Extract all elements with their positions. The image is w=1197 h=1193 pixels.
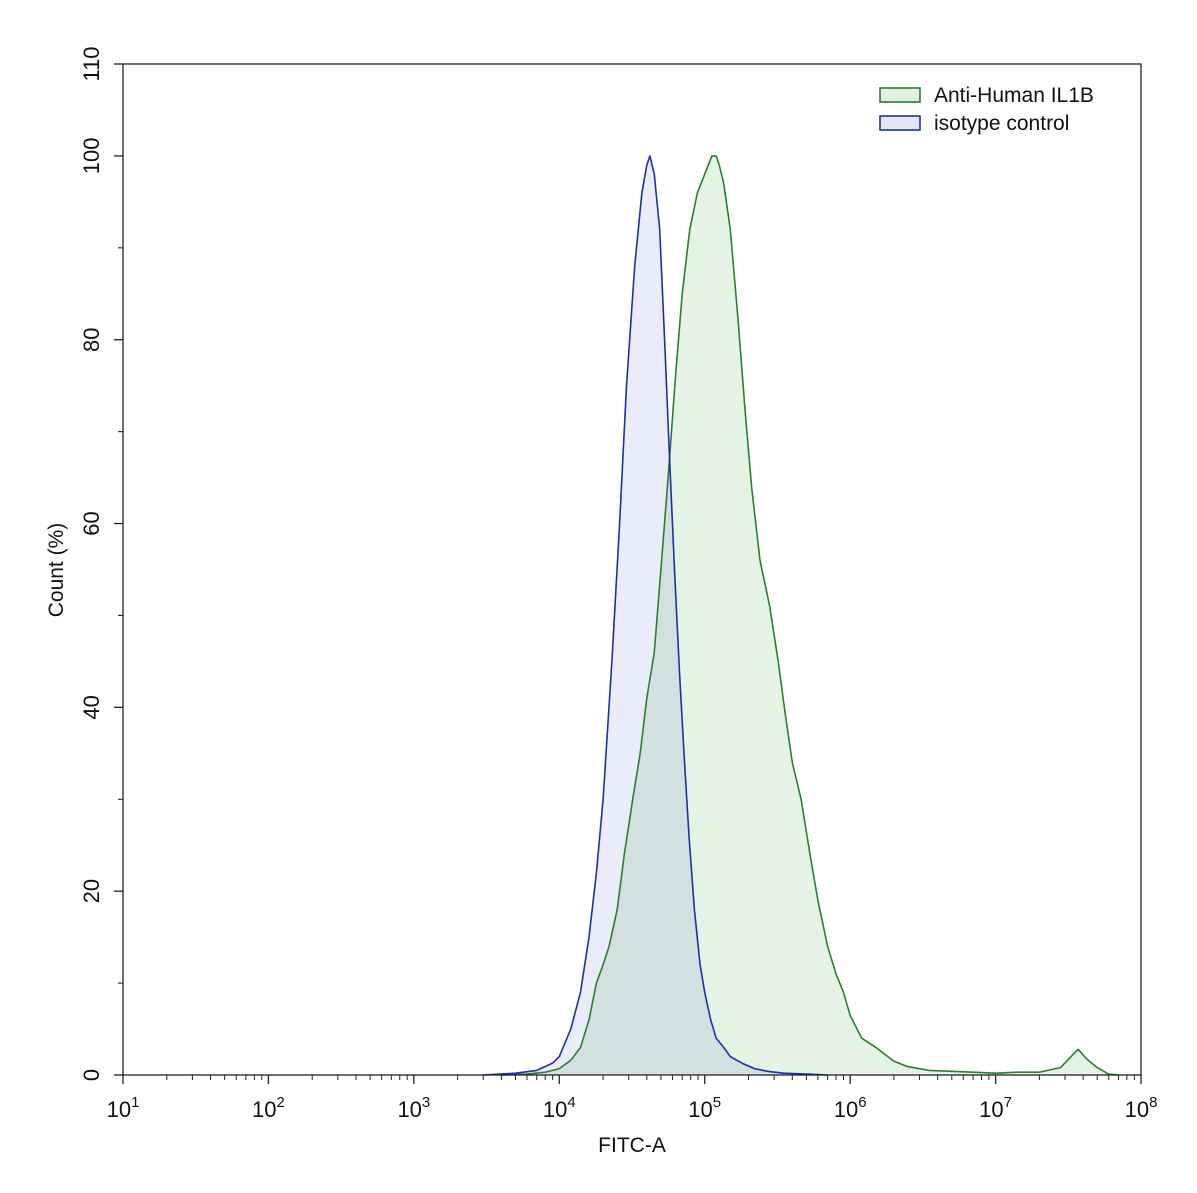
plot-frame — [122, 63, 1142, 1076]
y-tick-label: 100 — [79, 138, 104, 175]
x-tick-label: 107 — [979, 1094, 1012, 1122]
y-axis-title: Count (%) — [45, 523, 68, 618]
x-tick-label: 105 — [688, 1094, 721, 1122]
x-tick-exponent: 7 — [1004, 1094, 1012, 1111]
legend-swatch-0 — [879, 87, 921, 103]
x-tick-exponent: 4 — [567, 1094, 575, 1111]
x-tick-exponent: 5 — [713, 1094, 721, 1111]
x-tick-base: 10 — [543, 1097, 567, 1122]
series-line-1 — [483, 155, 828, 1076]
y-tick-label: 110 — [79, 46, 104, 81]
x-tick-base: 10 — [1125, 1097, 1149, 1122]
x-tick-exponent: 3 — [422, 1094, 430, 1111]
x-tick-label: 103 — [397, 1094, 430, 1122]
y-tick-label: 20 — [79, 879, 104, 903]
x-axis-title: FITC-A — [598, 1134, 666, 1157]
x-tick-base: 10 — [107, 1097, 131, 1122]
x-tick-label: 106 — [834, 1094, 867, 1122]
legend: Anti-Human IL1B isotype control — [879, 84, 1094, 135]
x-tick-label: 101 — [107, 1094, 140, 1122]
x-tick-exponent: 1 — [131, 1094, 139, 1111]
series-area-1 — [483, 155, 828, 1075]
x-tick-exponent: 2 — [276, 1094, 284, 1111]
x-tick-base: 10 — [252, 1097, 276, 1122]
x-tick-exponent: 8 — [1149, 1094, 1157, 1111]
x-tick-base: 10 — [979, 1097, 1003, 1122]
x-tick-label: 108 — [1125, 1094, 1158, 1122]
x-tick-base: 10 — [397, 1097, 421, 1122]
legend-label-0: Anti-Human IL1B — [934, 84, 1094, 107]
x-tick-label: 102 — [252, 1094, 285, 1122]
x-tick-base: 10 — [834, 1097, 858, 1122]
legend-label-1: isotype control — [934, 112, 1069, 135]
series-line-0 — [501, 155, 1119, 1076]
x-tick-base: 10 — [688, 1097, 712, 1122]
legend-swatch-1 — [879, 115, 921, 131]
x-tick-label: 104 — [543, 1094, 576, 1122]
y-tick-label: 60 — [79, 511, 104, 535]
series-layer — [483, 155, 1119, 1076]
y-tick-label: 80 — [79, 327, 104, 351]
y-tick-label: 40 — [79, 695, 104, 719]
x-tick-exponent: 6 — [858, 1094, 866, 1111]
y-tick-label: 0 — [79, 1069, 104, 1081]
